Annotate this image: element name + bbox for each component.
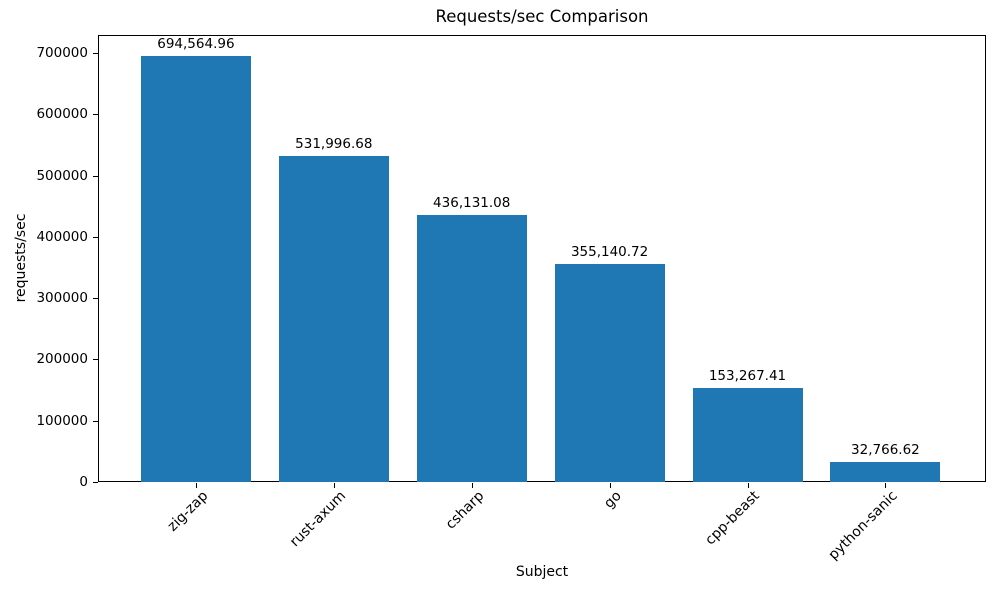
y-tick-label: 400000	[36, 228, 88, 245]
bar-value-label: 32,766.62	[851, 441, 920, 458]
y-tick-label: 100000	[36, 412, 88, 429]
bar	[416, 214, 527, 482]
bar	[830, 461, 941, 482]
bar-value-label: 355,140.72	[570, 244, 649, 261]
bar-value-label: 153,267.41	[708, 368, 787, 385]
x-axis-label: Subject	[515, 564, 569, 580]
x-tick	[885, 483, 887, 488]
bar	[140, 56, 251, 482]
x-tick-label: go	[601, 488, 625, 512]
x-tick-label: python-sanic	[825, 488, 901, 564]
y-tick-label: 300000	[36, 290, 88, 307]
y-tick	[93, 175, 98, 177]
x-tick-label: zig-zap	[164, 488, 212, 535]
y-tick-label: 0	[79, 474, 88, 490]
y-tick	[93, 52, 98, 54]
bar-value-label: 531,996.68	[295, 135, 373, 152]
x-tick	[609, 483, 611, 488]
bar-value-label: 436,131.08	[433, 194, 511, 211]
bar	[692, 388, 803, 482]
y-tick	[93, 420, 98, 422]
x-tick-label: rust-axum	[287, 488, 350, 551]
bar	[554, 264, 665, 482]
y-tick-label: 200000	[36, 351, 88, 368]
chart-title: Requests/sec Comparison	[435, 7, 649, 26]
y-tick-label: 600000	[36, 106, 88, 123]
y-tick	[93, 298, 98, 300]
x-tick-label: csharp	[442, 488, 488, 533]
x-tick-label: cpp-beast	[702, 488, 763, 549]
x-tick	[333, 483, 335, 488]
bar	[278, 155, 389, 482]
y-tick	[93, 359, 98, 361]
y-tick-label: 500000	[36, 167, 88, 184]
y-tick	[93, 482, 98, 483]
x-tick	[747, 483, 749, 488]
x-tick	[471, 483, 473, 488]
x-tick	[195, 483, 197, 488]
bar-value-label: 694,564.96	[157, 36, 235, 53]
y-tick	[93, 236, 98, 238]
y-tick-label: 700000	[36, 44, 88, 61]
y-tick	[93, 114, 98, 116]
